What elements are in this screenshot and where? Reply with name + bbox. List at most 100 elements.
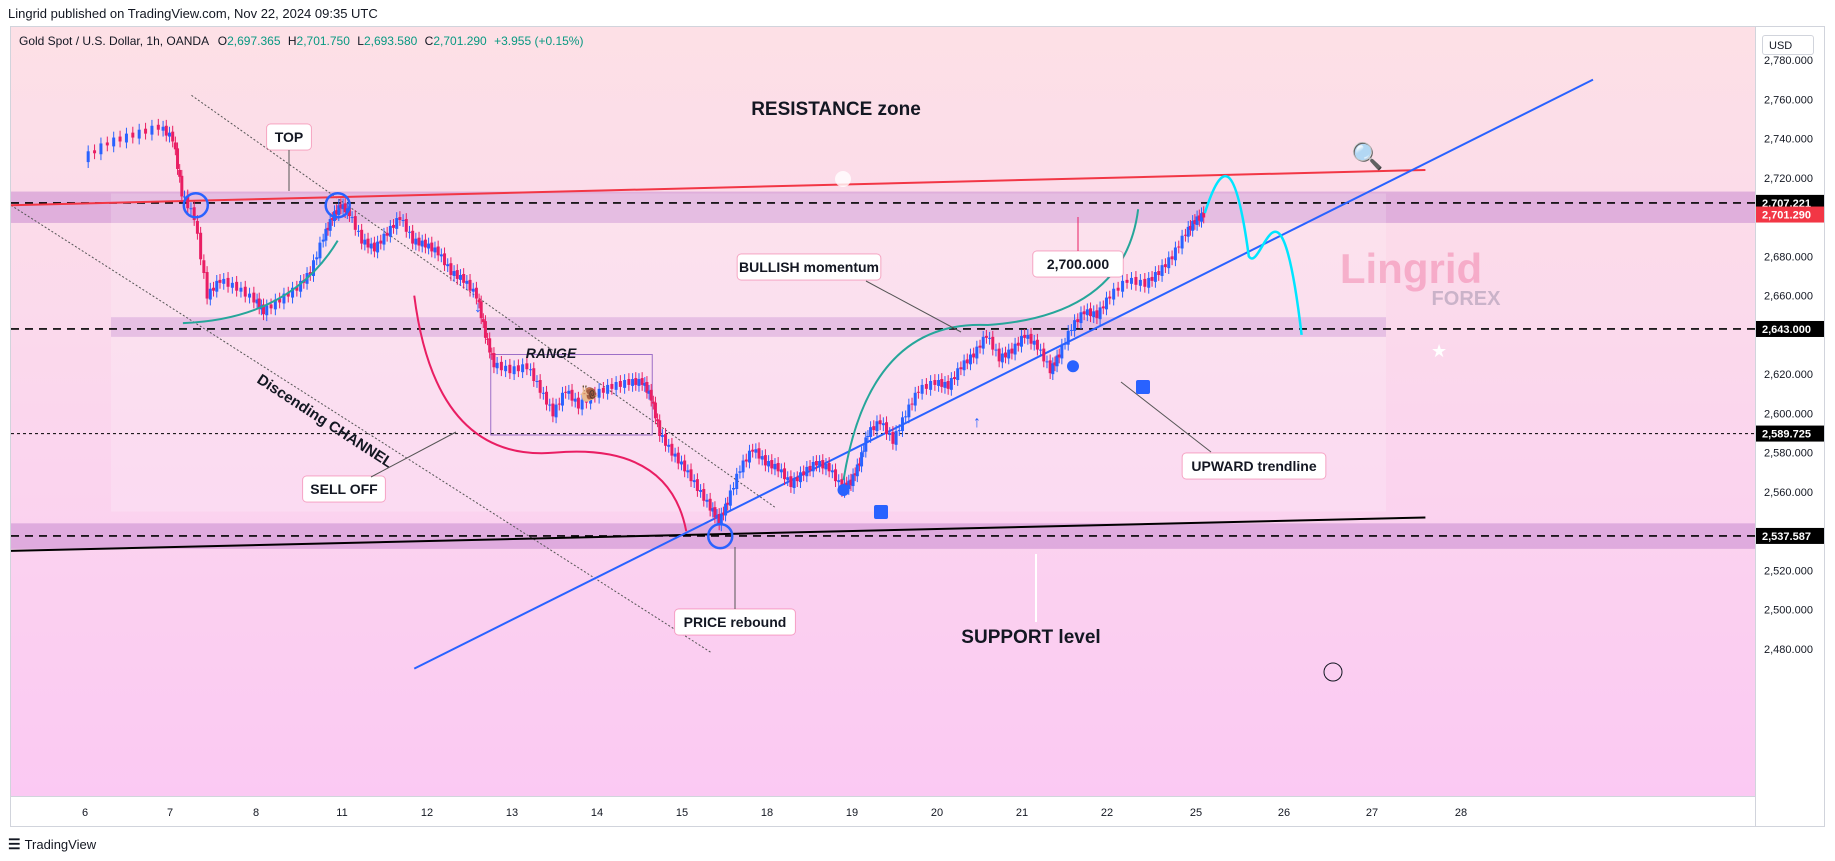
currency-badge[interactable]: USD <box>1762 35 1814 55</box>
publish-line: Lingrid published on TradingView.com, No… <box>8 6 378 21</box>
candle-body <box>1016 342 1020 346</box>
candle-body <box>86 151 90 163</box>
candle-body <box>560 392 564 406</box>
cyan-projection-path <box>1203 174 1303 336</box>
candle-body <box>978 345 982 348</box>
candle-body <box>997 348 1001 362</box>
price-tick-label: 2,760.000 <box>1764 94 1813 106</box>
candle-body <box>855 464 859 477</box>
level-tag <box>1756 425 1824 442</box>
candle-body <box>686 470 690 473</box>
price-tick-label: 2,720.000 <box>1764 173 1813 185</box>
candle-body <box>1019 335 1023 347</box>
candle-body <box>295 286 299 291</box>
candle-body <box>443 253 447 266</box>
candle-body <box>1073 320 1077 331</box>
candle-body <box>786 477 790 481</box>
candle-body <box>814 461 818 466</box>
magnifier-icon: 🔍 <box>1351 139 1383 171</box>
time-scale[interactable]: 6 7 8 11 12 13 14 15 18 19 20 21 22 25 26 27 28 <box>11 796 1755 826</box>
candle-body <box>328 219 332 231</box>
candle-body <box>360 229 364 244</box>
candle-body <box>335 210 339 215</box>
chart-svg[interactable]: RESISTANCE zone TOP BULLISH momentum 2,700.… <box>11 27 1755 796</box>
candle-body <box>1055 355 1059 367</box>
candle-body <box>439 254 443 257</box>
candle-body <box>872 426 876 431</box>
candle-body <box>689 469 693 482</box>
candle-body <box>916 391 920 393</box>
candle-body <box>981 336 985 349</box>
price-tick-label: 2,580.000 <box>1764 448 1813 460</box>
candle-body <box>195 220 199 234</box>
candle-body <box>347 207 351 217</box>
support-line <box>11 516 1426 552</box>
sell-off-label-box <box>302 475 386 503</box>
candle-body <box>363 239 367 245</box>
candle-body <box>1147 277 1151 288</box>
footer: ☰ TradingView <box>8 836 96 853</box>
price-tick-label: 2,560.000 <box>1764 487 1813 499</box>
plot-area[interactable]: RESISTANCE zone TOP BULLISH momentum 2,700.… <box>11 27 1755 796</box>
level-tag <box>1756 206 1824 223</box>
candle-body <box>869 427 873 437</box>
pivot-circle <box>182 192 210 219</box>
candle-body <box>1112 288 1116 300</box>
candle-body <box>647 390 651 394</box>
candle-body <box>1060 344 1064 359</box>
candle-body <box>455 270 459 279</box>
candle-body <box>205 272 209 299</box>
candle-body <box>192 207 196 221</box>
candle-body <box>278 298 282 303</box>
candle-body <box>695 479 699 491</box>
candle-body <box>235 281 239 291</box>
candle-body <box>937 380 941 386</box>
range-label: RANGE <box>526 345 577 361</box>
sell-off-connector <box>370 431 457 478</box>
candle-body <box>564 391 568 393</box>
candle-body <box>1085 309 1089 316</box>
price-scale[interactable]: USD 2,780.000 2,760.000 2,740.000 2,720.000… <box>1755 27 1824 826</box>
high-value: 2,701.750 <box>296 34 350 48</box>
time-tick-label: 14 <box>591 807 603 819</box>
candle-body <box>576 397 580 409</box>
candle-body <box>376 241 380 253</box>
chart-frame[interactable]: RESISTANCE zone TOP BULLISH momentum 2,700.… <box>10 26 1825 827</box>
candle-body <box>541 392 545 394</box>
candle-body <box>532 368 536 382</box>
resistance-zone-band <box>11 191 1755 223</box>
candle-body <box>465 280 469 284</box>
candle-body <box>959 367 963 370</box>
candle-body <box>808 465 812 471</box>
candle-body <box>1177 246 1181 248</box>
candle-body <box>656 419 660 422</box>
candle-body <box>324 228 328 241</box>
candle-body <box>356 230 360 232</box>
long-marker-icon <box>1136 380 1150 394</box>
sell-off-label: SELL OFF <box>310 481 378 497</box>
candle-body <box>1051 363 1055 375</box>
candle-body <box>1092 311 1096 318</box>
candle-body <box>827 462 831 472</box>
candle-body <box>623 380 627 388</box>
candle-body <box>645 381 649 393</box>
channel-upper-line <box>191 94 776 509</box>
candle-body <box>897 430 901 432</box>
price-tick-label: 2,500.000 <box>1764 605 1813 617</box>
candle-body <box>1063 343 1067 345</box>
bullish-momentum-label: BULLISH momentum <box>739 259 879 275</box>
candle-body <box>404 219 408 232</box>
price-tick-label: 2,620.000 <box>1764 369 1813 381</box>
price-scale-svg: 2,780.000 2,760.000 2,740.000 2,720.000 2,68… <box>1756 55 1824 656</box>
candle-body <box>805 466 809 477</box>
candle-body <box>291 287 295 298</box>
candle-body <box>972 353 976 358</box>
candle-body <box>1029 333 1033 344</box>
price-tick-label: 2,660.000 <box>1764 291 1813 303</box>
candle-body <box>956 368 960 381</box>
candle-body <box>1004 352 1008 358</box>
candle-body <box>735 473 739 489</box>
candle-body <box>913 392 917 406</box>
candle-body <box>770 460 774 469</box>
candle-body <box>673 453 677 457</box>
